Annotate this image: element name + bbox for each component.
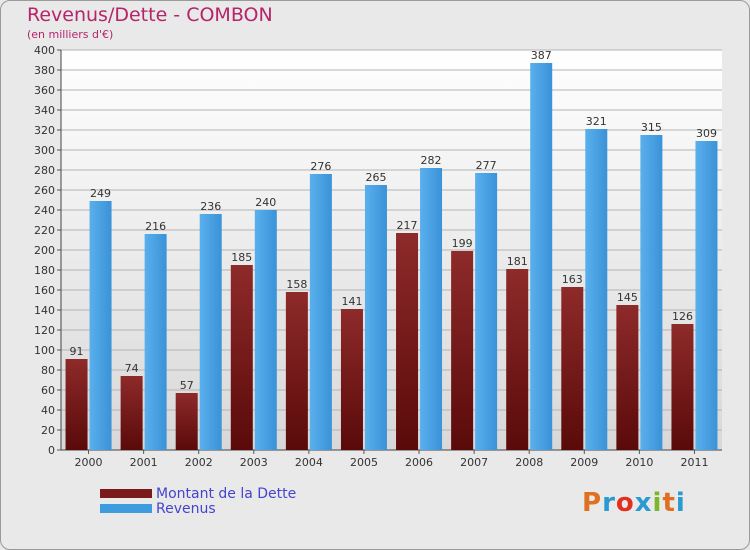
y-tick-label: 20 <box>41 424 55 437</box>
bar-dette <box>340 309 363 450</box>
chart-title: Revenus/Dette - COMBON <box>27 4 273 26</box>
bar-revenus <box>420 168 443 450</box>
y-tick-label: 300 <box>34 144 55 157</box>
legend-item-debt: Montant de la Dette <box>100 485 297 502</box>
bar-dette <box>285 292 308 450</box>
bar-dette <box>451 251 474 450</box>
x-tick-label: 2007 <box>460 456 488 469</box>
data-label-revenus: 277 <box>476 159 497 172</box>
legend-swatch-debt <box>100 489 152 498</box>
x-tick-label: 2004 <box>295 456 323 469</box>
y-tick-label: 40 <box>41 404 55 417</box>
bar-revenus <box>585 129 608 450</box>
y-tick-label: 200 <box>34 244 55 257</box>
bar-dette <box>671 324 694 450</box>
data-label-dette: 57 <box>180 379 194 392</box>
y-tick-label: 180 <box>34 264 55 277</box>
data-label-revenus: 387 <box>531 49 552 62</box>
legend-label-revenus: Revenus <box>156 500 216 517</box>
bar-dette <box>561 287 584 450</box>
data-label-dette: 199 <box>452 237 473 250</box>
y-tick-label: 120 <box>34 324 55 337</box>
bar-revenus <box>144 234 167 450</box>
data-label-revenus: 240 <box>255 196 276 209</box>
proxiti-logo: Proxiti <box>582 488 686 518</box>
x-tick-label: 2002 <box>185 456 213 469</box>
y-tick-label: 140 <box>34 304 55 317</box>
y-tick-label: 360 <box>34 84 55 97</box>
bar-dette <box>120 376 143 450</box>
data-label-revenus: 276 <box>310 160 331 173</box>
y-tick-label: 280 <box>34 164 55 177</box>
data-label-revenus: 309 <box>696 127 717 140</box>
data-label-dette: 126 <box>672 310 693 323</box>
legend: Montant de la Dette Revenus <box>100 485 297 517</box>
bar-dette <box>175 393 198 450</box>
data-label-dette: 181 <box>507 255 528 268</box>
bar-revenus <box>89 201 112 450</box>
y-tick-label: 160 <box>34 284 55 297</box>
bar-revenus <box>254 210 277 450</box>
data-label-dette: 158 <box>286 278 307 291</box>
y-tick-label: 380 <box>34 64 55 77</box>
bar-revenus <box>695 141 718 450</box>
y-tick-label: 0 <box>48 444 55 457</box>
data-label-revenus: 282 <box>421 154 442 167</box>
legend-swatch-revenus <box>100 504 152 513</box>
bar-revenus <box>640 135 663 450</box>
data-label-revenus: 315 <box>641 121 662 134</box>
bar-revenus <box>199 214 222 450</box>
y-tick-label: 100 <box>34 344 55 357</box>
data-label-dette: 145 <box>617 291 638 304</box>
data-label-revenus: 321 <box>586 115 607 128</box>
bar-revenus <box>364 185 387 450</box>
y-tick-label: 260 <box>34 184 55 197</box>
x-tick-label: 2000 <box>75 456 103 469</box>
x-tick-label: 2011 <box>680 456 708 469</box>
legend-label-debt: Montant de la Dette <box>156 485 297 502</box>
x-tick-label: 2001 <box>130 456 158 469</box>
bar-dette <box>616 305 639 450</box>
data-label-dette: 74 <box>125 362 139 375</box>
x-tick-label: 2005 <box>350 456 378 469</box>
y-tick-label: 220 <box>34 224 55 237</box>
x-tick-label: 2006 <box>405 456 433 469</box>
y-tick-label: 240 <box>34 204 55 217</box>
bar-dette <box>65 359 88 450</box>
x-tick-label: 2008 <box>515 456 543 469</box>
data-label-revenus: 216 <box>145 220 166 233</box>
bar-dette <box>230 265 253 450</box>
bar-revenus <box>475 173 498 450</box>
y-tick-label: 80 <box>41 364 55 377</box>
data-label-revenus: 236 <box>200 200 221 213</box>
data-label-dette: 163 <box>562 273 583 286</box>
data-label-dette: 185 <box>231 251 252 264</box>
data-label-revenus: 265 <box>365 171 386 184</box>
data-label-dette: 141 <box>341 295 362 308</box>
data-label-revenus: 249 <box>90 187 111 200</box>
legend-item-revenus: Revenus <box>100 500 296 517</box>
y-tick-label: 60 <box>41 384 55 397</box>
bar-revenus <box>530 63 553 450</box>
data-label-dette: 217 <box>397 219 418 232</box>
y-tick-label: 320 <box>34 124 55 137</box>
x-tick-label: 2003 <box>240 456 268 469</box>
bar-revenus <box>309 174 332 450</box>
data-label-dette: 91 <box>70 345 84 358</box>
x-tick-label: 2010 <box>625 456 653 469</box>
bar-dette <box>506 269 529 450</box>
x-tick-label: 2009 <box>570 456 598 469</box>
chart-subtitle: (en milliers d'€) <box>27 28 114 41</box>
y-tick-label: 400 <box>34 44 55 57</box>
y-tick-label: 340 <box>34 104 55 117</box>
bar-dette <box>396 233 419 450</box>
